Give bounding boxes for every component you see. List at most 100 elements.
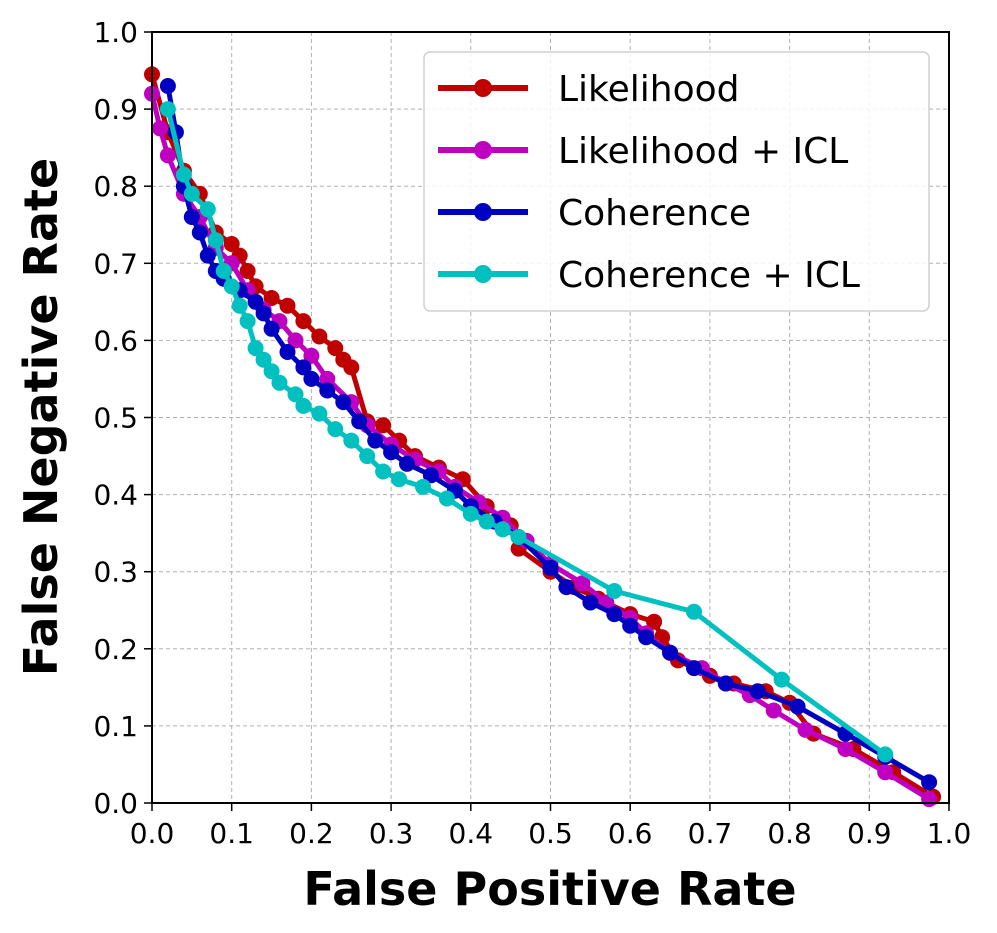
x-tick-label: 0.3 xyxy=(369,817,414,850)
data-point xyxy=(399,455,415,472)
data-point xyxy=(159,147,176,164)
data-point xyxy=(582,594,599,611)
data-point xyxy=(343,432,360,449)
data-point xyxy=(574,575,591,592)
y-axis-title: False Negative Rate xyxy=(14,158,68,676)
data-point xyxy=(279,297,296,314)
data-point xyxy=(837,741,854,757)
data-point xyxy=(415,478,431,495)
x-tick-label: 0.7 xyxy=(688,817,733,850)
data-point xyxy=(263,320,280,337)
legend-item: Likelihood + ICL xyxy=(438,131,848,172)
data-point xyxy=(542,559,559,576)
data-point xyxy=(319,370,336,387)
data-point xyxy=(343,359,360,376)
data-point xyxy=(295,313,312,330)
y-tick-label: 0.6 xyxy=(93,324,138,357)
legend-box xyxy=(423,51,930,312)
x-axis-title: False Positive Rate xyxy=(303,862,796,916)
data-point xyxy=(263,363,280,380)
data-point xyxy=(606,583,623,599)
data-point xyxy=(223,278,240,295)
data-point xyxy=(494,521,511,538)
data-point xyxy=(295,359,312,376)
data-point xyxy=(367,432,384,449)
data-point xyxy=(319,382,336,399)
legend-marker xyxy=(474,79,492,97)
data-point xyxy=(223,236,240,252)
data-point xyxy=(183,185,200,202)
series-coherence-icl xyxy=(159,101,894,763)
data-point xyxy=(279,344,296,360)
data-point xyxy=(191,224,208,241)
legend: Likelihood Likelihood + ICL Coherence Coher… xyxy=(423,51,930,312)
data-point xyxy=(287,386,304,403)
y-tick-label: 1.0 xyxy=(93,16,138,49)
data-point xyxy=(375,417,392,434)
y-tick-label: 0.5 xyxy=(93,402,138,435)
legend-item: Coherence xyxy=(438,193,751,234)
data-point xyxy=(422,467,439,484)
data-point xyxy=(199,201,216,218)
data-point xyxy=(686,660,702,677)
data-point xyxy=(877,764,894,781)
x-tick-label: 1.0 xyxy=(927,817,972,850)
data-point xyxy=(606,606,623,623)
data-point xyxy=(749,683,766,700)
data-point xyxy=(183,209,200,225)
data-point xyxy=(303,370,320,387)
data-point xyxy=(462,505,479,522)
data-point xyxy=(199,247,216,264)
data-point xyxy=(215,263,232,279)
legend-item: Coherence + ICL xyxy=(438,255,860,296)
data-point xyxy=(921,791,938,808)
x-tick-label: 0.0 xyxy=(130,817,175,850)
legend-label: Likelihood xyxy=(558,69,740,110)
data-point xyxy=(295,397,312,414)
data-point xyxy=(510,529,527,545)
x-tick-label: 0.4 xyxy=(449,817,494,850)
data-point xyxy=(327,421,344,438)
legend-label: Coherence + ICL xyxy=(558,255,860,296)
x-tick-label: 0.1 xyxy=(209,817,254,850)
data-point xyxy=(231,297,248,314)
data-point xyxy=(558,579,575,596)
legend-label: Coherence xyxy=(558,193,751,234)
data-point xyxy=(159,78,176,94)
data-point xyxy=(239,263,256,279)
data-point xyxy=(271,374,288,391)
data-point xyxy=(765,702,782,719)
y-tick-label: 0.7 xyxy=(93,247,138,280)
data-point xyxy=(646,613,663,630)
x-tick-label: 0.8 xyxy=(767,817,812,850)
data-point xyxy=(287,332,304,349)
data-point xyxy=(247,340,264,357)
data-point xyxy=(327,340,344,357)
data-point xyxy=(239,313,256,330)
y-tick-label: 0.0 xyxy=(93,787,138,820)
data-point xyxy=(921,774,938,791)
data-point xyxy=(662,644,679,661)
data-point xyxy=(773,671,790,688)
legend-item: Likelihood xyxy=(438,69,740,110)
legend-marker xyxy=(474,141,492,159)
data-point xyxy=(797,721,814,738)
x-tick-label: 0.9 xyxy=(847,817,892,850)
legend-label: Likelihood + ICL xyxy=(558,131,848,172)
data-point xyxy=(175,166,192,183)
series-layer xyxy=(144,66,942,808)
data-point xyxy=(622,617,639,634)
data-point xyxy=(478,513,495,530)
data-point xyxy=(247,293,264,310)
data-point xyxy=(717,675,734,692)
x-tick-label: 0.2 xyxy=(289,817,334,850)
data-point xyxy=(207,232,224,249)
data-point xyxy=(255,351,272,368)
data-point xyxy=(311,405,328,422)
y-tick-label: 0.2 xyxy=(93,633,138,666)
y-tick-label: 0.8 xyxy=(93,170,138,203)
legend-marker xyxy=(474,203,492,221)
y-tick-label: 0.9 xyxy=(93,93,138,126)
y-tick-label: 0.3 xyxy=(93,556,138,589)
